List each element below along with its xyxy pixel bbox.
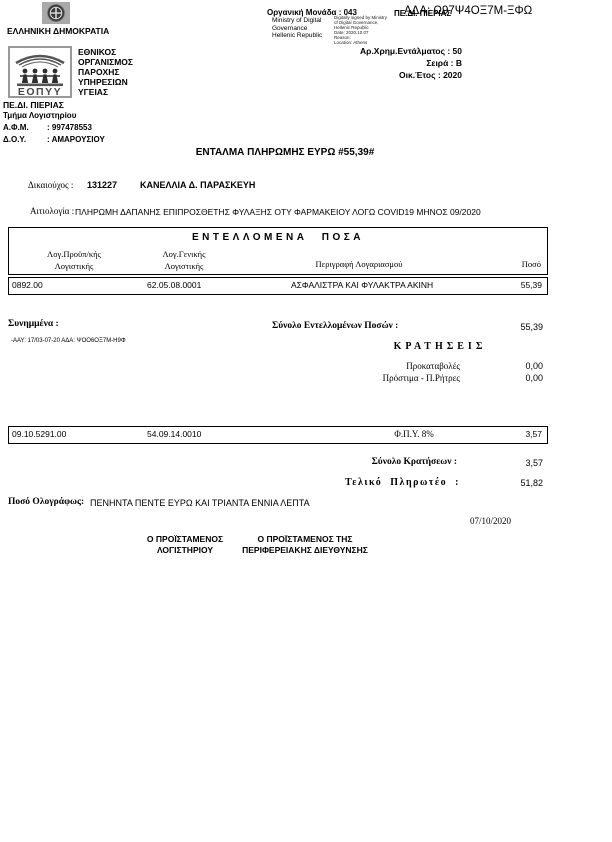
department-section: Τμήμα Λογιστηρίου (3, 111, 77, 120)
fiscal-year: Οικ.Έτος : 2020 (399, 70, 462, 80)
eopyy-logo: ΕΟΠΥΥ (8, 46, 72, 98)
signature-stamp-line: of Digital Governance, (334, 20, 379, 25)
column-header-line: Λογιστικής (54, 261, 94, 271)
beneficiary-name: ΚΑΝΕΛΛΙΑ Δ. ΠΑΡΑΣΚΕΥΗ (140, 180, 256, 190)
amount-in-words-label: Ποσό Ολογράφως: (8, 497, 85, 507)
ministry-stamp-line: Governance (272, 24, 308, 32)
signature-regional-head-dept: ΠΕΡΙΦΕΡΕΙΑΚΗΣ ΔΙΕΥΘΥΝΣΗΣ (242, 545, 368, 555)
deductions-sum-value: 3,57 (525, 458, 543, 468)
row-amount: 55,39 (520, 280, 542, 290)
entailed-sum-label: Σύνολο Εντελλομένων Ποσών : (272, 321, 399, 331)
deductions-sum-label: Σύνολο Κρατήσεων : (371, 457, 457, 467)
signature-stamp-line: Location: Athens (334, 40, 368, 45)
row-amount: 3,57 (525, 429, 542, 439)
attachments-label: Συνημμένα : (8, 319, 59, 329)
signature-stamp-line: Hellenic Republic (334, 25, 369, 30)
org-name-line: ΥΓΕΙΑΣ (78, 87, 109, 97)
row-description: ΑΣΦΑΛΙΣΤΡΑ ΚΑΙ ΦΥΛΑΚΤΡΑ ΑΚΙΝΗ (291, 280, 434, 290)
series: Σειρά : Β (426, 58, 462, 68)
ministry-stamp-line: Hellenic Republic (272, 32, 323, 39)
org-unit-name: ΠΕ.ΔΙ. ΠΙΕΡΙΑΣ (394, 9, 452, 18)
beneficiary-code: 131227 (87, 180, 118, 190)
signature-stamp-line: Date: 2020.10.07 (334, 30, 369, 35)
eopyy-logo-text: ΕΟΠΥΥ (18, 86, 62, 98)
deductions-table-row: 09.10.5291.00 54.09.14.0010 Φ.Π.Υ. 8% 3,… (8, 426, 548, 444)
republic-title: ΕΛΛΗΝΙΚΗ ΔΗΜΟΚΡΑΤΙΑ (7, 26, 110, 36)
justification-text: ΠΛΗΡΩΜΗ ΔΑΠΑΝΗΣ ΕΠΙΠΡΟΣΘΕΤΗΣ ΦΥΛΑΞΗΣ ΟΤΥ… (75, 207, 481, 217)
people-figures (20, 68, 60, 83)
final-payable-label: Τελικό Πληρωτέο : (344, 477, 460, 488)
doy-value: : ΑΜΑΡΟΥΣΙΟΥ (47, 135, 105, 144)
attachment-item: -ΑΑΥ: 17/03-07-20 ΑΔΑ: ΨΟΟ6ΟΞ7Μ-Η9Φ (11, 338, 126, 344)
signature-regional-head-title: Ο ΠΡΟΪΣΤΑΜΕΝΟΣ ΤΗΣ (257, 534, 353, 544)
column-header-line: Λογιστικής (164, 261, 204, 271)
org-name-line: ΟΡΓΑΝΙΣΜΟΣ (78, 57, 133, 67)
signature-stamp-line: Reason: (334, 35, 351, 40)
fines-label: Πρόστιμα - Π.Ρήτρες (382, 373, 460, 383)
amount-in-words-text: ΠΕΝΗΝΤΑ ΠΕΝΤΕ ΕΥΡΩ ΚΑΙ ΤΡΙΑΝΤΑ ΕΝΝΙΑ ΛΕΠ… (90, 498, 310, 508)
justification-label: Αιτιολογία : (30, 206, 75, 216)
hellenic-coat-of-arms-icon (42, 2, 70, 24)
row-gl-account: 54.09.14.0010 (147, 429, 202, 439)
column-header-line: Λογ.Προϋπ/κής (47, 249, 101, 259)
advances-label: Προκαταβολές (406, 361, 460, 371)
ministry-stamp-line: Ministry of Digital (272, 17, 322, 24)
row-description: Φ.Π.Υ. 8% (394, 429, 434, 439)
column-header-amount: Ποσό (521, 259, 541, 269)
column-header-description: Περιγραφή Λογαριασμού (315, 259, 403, 269)
regional-directorate: ΠΕ.ΔΙ. ΠΙΕΡΙΑΣ (3, 100, 64, 110)
row-budget-account: 09.10.5291.00 (12, 429, 67, 439)
org-name-line: ΥΠΗΡΕΣΙΩΝ (78, 77, 128, 87)
fines-value: 0,00 (525, 373, 543, 383)
column-header-budget-account: Λογ.Προϋπ/κής Λογιστικής (27, 248, 121, 272)
entailed-sum-value: 55,39 (520, 322, 543, 332)
row-budget-account: 0892.00 (12, 280, 43, 290)
advances-value: 0,00 (525, 361, 543, 371)
final-payable-value: 51,82 (520, 478, 543, 488)
issue-date: 07/10/2020 (470, 516, 512, 526)
deductions-title: ΚΡΑΤΗΣΕΙΣ (393, 341, 487, 352)
document-title: ΕΝΤΑΛΜΑ ΠΛΗΡΩΜΗΣ ΕΥΡΩ #55,39# (195, 147, 375, 158)
signature-accounting-head-dept: ΛΟΓΙΣΤΗΡΙΟΥ (156, 545, 214, 555)
ada-code: ΑΔΑ: Ω97Ψ4ΟΞ7Μ-ΞΦΩ (404, 5, 533, 17)
column-header-line: Λογ.Γενικής (162, 249, 206, 259)
column-header-gl-account: Λογ.Γενικής Λογιστικής (139, 248, 229, 272)
warrant-number: Αρ.Χρημ.Εντάλματος : 50 (360, 46, 462, 56)
digital-signature-stamp: Digitally signed by Ministry of Digital … (334, 15, 387, 45)
ministry-stamp: Ministry of Digital Governance Hellenic … (272, 17, 322, 40)
org-name-line: ΕΘΝΙΚΟΣ (78, 47, 117, 57)
amounts-table-header: ΕΝΤΕΛΛΟΜΕΝΑ ΠΟΣΑ Λογ.Προϋπ/κής Λογιστική… (8, 227, 548, 275)
org-unit: Οργανική Μονάδα : 043 (267, 8, 357, 17)
row-gl-account: 62.05.08.0001 (147, 280, 202, 290)
beneficiary-label: Δικαιούχος : (28, 180, 74, 190)
doy-label: Δ.Ο.Υ. (3, 135, 27, 144)
afm-label: Α.Φ.Μ. (3, 123, 29, 132)
afm-value: : 997478553 (47, 123, 92, 132)
org-name-line: ΠΑΡΟΧΗΣ (78, 67, 120, 77)
org-name: ΕΘΝΙΚΟΣ ΟΡΓΑΝΙΣΜΟΣ ΠΑΡΟΧΗΣ ΥΠΗΡΕΣΙΩΝ ΥΓΕ… (78, 47, 133, 97)
signature-accounting-head-title: Ο ΠΡΟΪΣΤΑΜΕΝΟΣ (146, 534, 224, 544)
amounts-table-title: ΕΝΤΕΛΛΟΜΕΝΑ ΠΟΣΑ (192, 232, 364, 243)
signature-stamp-line: Digitally signed by Ministry (334, 15, 388, 20)
amounts-table-row: 0892.00 62.05.08.0001 ΑΣΦΑΛΙΣΤΡΑ ΚΑΙ ΦΥΛ… (8, 277, 548, 295)
